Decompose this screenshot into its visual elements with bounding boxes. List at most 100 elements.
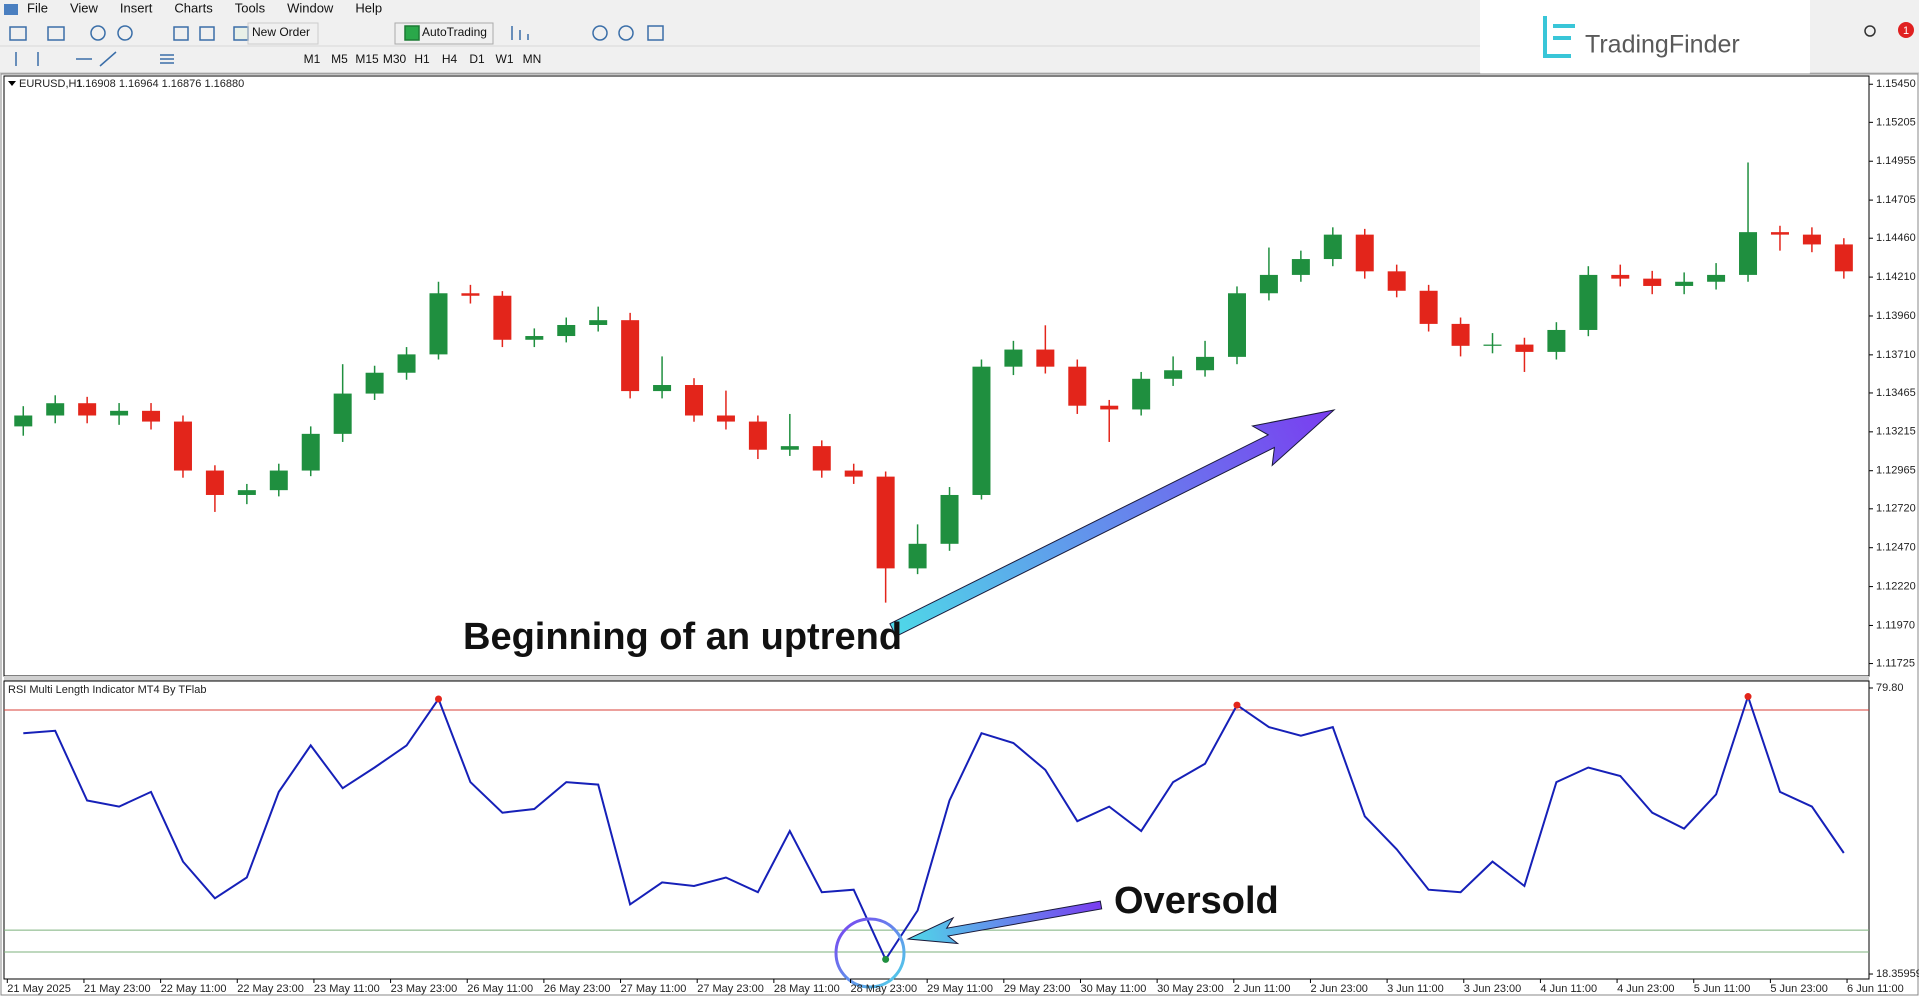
x-tick-label: 21 May 2025: [7, 983, 71, 995]
candle-body: [748, 421, 767, 450]
new-order-icon[interactable]: [233, 26, 249, 41]
y-tick-label: 1.12965: [1876, 465, 1916, 477]
signal-dot: [1233, 701, 1241, 709]
icon: [647, 25, 664, 41]
notification-badge[interactable]: [1898, 22, 1914, 38]
quote: 1.16908 1.16964 1.16876 1.16880: [76, 78, 244, 90]
axes: 1.15450 1.15205 1.14955 1.14705 1.14460 1.142…: [6, 78, 1919, 995]
y-tick-label: 18.35959: [1876, 968, 1919, 980]
x-tick-label: 28 May 23:00: [851, 983, 918, 995]
x-tick-label: 6 Jun 11:00: [1847, 983, 1904, 995]
x-tick-label: 5 Jun 11:00: [1694, 983, 1751, 995]
autotrading-icon[interactable]: [404, 25, 420, 41]
x-tick-label: 30 May 11:00: [1080, 983, 1146, 995]
timeframe-button[interactable]: W1: [496, 52, 514, 66]
oversold-highlight: [834, 917, 906, 989]
y-tick-label: 1.12470: [1876, 542, 1916, 554]
rsi-line: [23, 693, 1845, 962]
x-tick-label: 22 May 23:00: [237, 983, 304, 995]
candle-body: [1451, 323, 1470, 346]
candle-body: [237, 490, 256, 495]
x-tick-label: 26 May 23:00: [544, 983, 611, 995]
y-tick-label: 1.13710: [1876, 349, 1916, 361]
candle-body: [1611, 274, 1630, 279]
menu-item[interactable]: Charts: [174, 0, 213, 15]
autotrading-label[interactable]: AutoTrading: [422, 25, 487, 39]
y-tick-label: 1.13465: [1876, 387, 1916, 399]
notification-count: 1: [1903, 25, 1909, 37]
timeframe-button[interactable]: M15: [355, 52, 379, 66]
icon: [117, 25, 133, 41]
candle-body: [812, 446, 831, 471]
x-tick-label: 5 Jun 23:00: [1770, 983, 1828, 995]
oversold-arrow: [906, 900, 1103, 945]
x-tick-label: 3 Jun 11:00: [1387, 983, 1444, 995]
candle-body: [557, 324, 576, 337]
menu-item[interactable]: Insert: [120, 0, 153, 15]
pane-separator: [4, 676, 1869, 681]
drawing-tools[interactable]: [15, 51, 174, 67]
candle-body: [908, 543, 927, 569]
new-order-label[interactable]: New Order: [252, 25, 310, 39]
uptrend-arrow: [889, 409, 1336, 637]
candle-body: [1547, 329, 1566, 352]
timeframe-button[interactable]: M5: [331, 52, 348, 66]
zoom-in-icon[interactable]: [592, 25, 608, 41]
timeframe-button[interactable]: H1: [414, 52, 430, 66]
uptrend-annotation: Beginning of an uptrend: [463, 616, 902, 658]
x-tick-label: 26 May 11:00: [467, 983, 533, 995]
candle-body: [142, 410, 161, 422]
signal-dot: [434, 695, 442, 703]
menu-item[interactable]: File: [27, 0, 48, 15]
candle-body: [1802, 234, 1821, 245]
candle-body: [1164, 370, 1183, 379]
y-tick-label: 1.11725: [1876, 657, 1915, 669]
timeframe-button[interactable]: MN: [523, 52, 542, 66]
candle-body: [1419, 290, 1438, 324]
timeframe-button[interactable]: D1: [469, 52, 485, 66]
candle-body: [46, 403, 65, 416]
y-tick-label: 1.13215: [1876, 426, 1916, 438]
candle-body: [173, 421, 192, 471]
x-tick-label: 27 May 23:00: [697, 983, 764, 995]
candle-body: [205, 470, 224, 495]
candle-body: [780, 446, 799, 450]
zoom-out-icon[interactable]: [618, 25, 634, 41]
menu-item[interactable]: Window: [287, 0, 334, 15]
app-icon: [4, 4, 18, 15]
x-tick-label: 28 May 11:00: [774, 983, 840, 995]
candle-body: [844, 470, 863, 477]
timeframe-button[interactable]: M30: [383, 52, 407, 66]
new-order-button[interactable]: [247, 22, 319, 45]
menu-item[interactable]: Tools: [235, 0, 266, 15]
candle-body: [1834, 244, 1853, 272]
candle-body: [1100, 405, 1119, 410]
candle-body: [78, 403, 97, 416]
x-tick-label: 30 May 23:00: [1157, 983, 1224, 995]
autotrading-button[interactable]: [394, 22, 494, 45]
x-tick-label: 3 Jun 23:00: [1464, 983, 1522, 995]
icon: [90, 25, 106, 41]
menu-item[interactable]: View: [70, 0, 99, 15]
x-tick-label: 2 Jun 11:00: [1234, 983, 1291, 995]
candle-body: [1291, 259, 1310, 275]
signal-dot: [882, 955, 890, 963]
menu-item[interactable]: Help: [355, 0, 382, 15]
x-tick-label: 2 Jun 23:00: [1310, 983, 1368, 995]
x-tick-label: 27 May 11:00: [621, 983, 687, 995]
logo-text: TradingFinder: [1585, 31, 1740, 59]
x-tick-label: 22 May 11:00: [161, 983, 227, 995]
candle-body: [429, 293, 448, 355]
timeframe-button[interactable]: M1: [304, 52, 321, 66]
y-tick-label: 1.13960: [1876, 310, 1916, 322]
search-icon[interactable]: [1864, 25, 1876, 37]
candle-body: [333, 393, 352, 434]
candle-body: [716, 415, 735, 422]
candle-body: [1515, 344, 1534, 352]
candle-body: [1675, 281, 1694, 286]
candle-body: [1323, 234, 1342, 260]
timeframe-button[interactable]: H4: [442, 52, 458, 66]
candle-body: [365, 372, 384, 394]
candle-body: [685, 385, 704, 416]
